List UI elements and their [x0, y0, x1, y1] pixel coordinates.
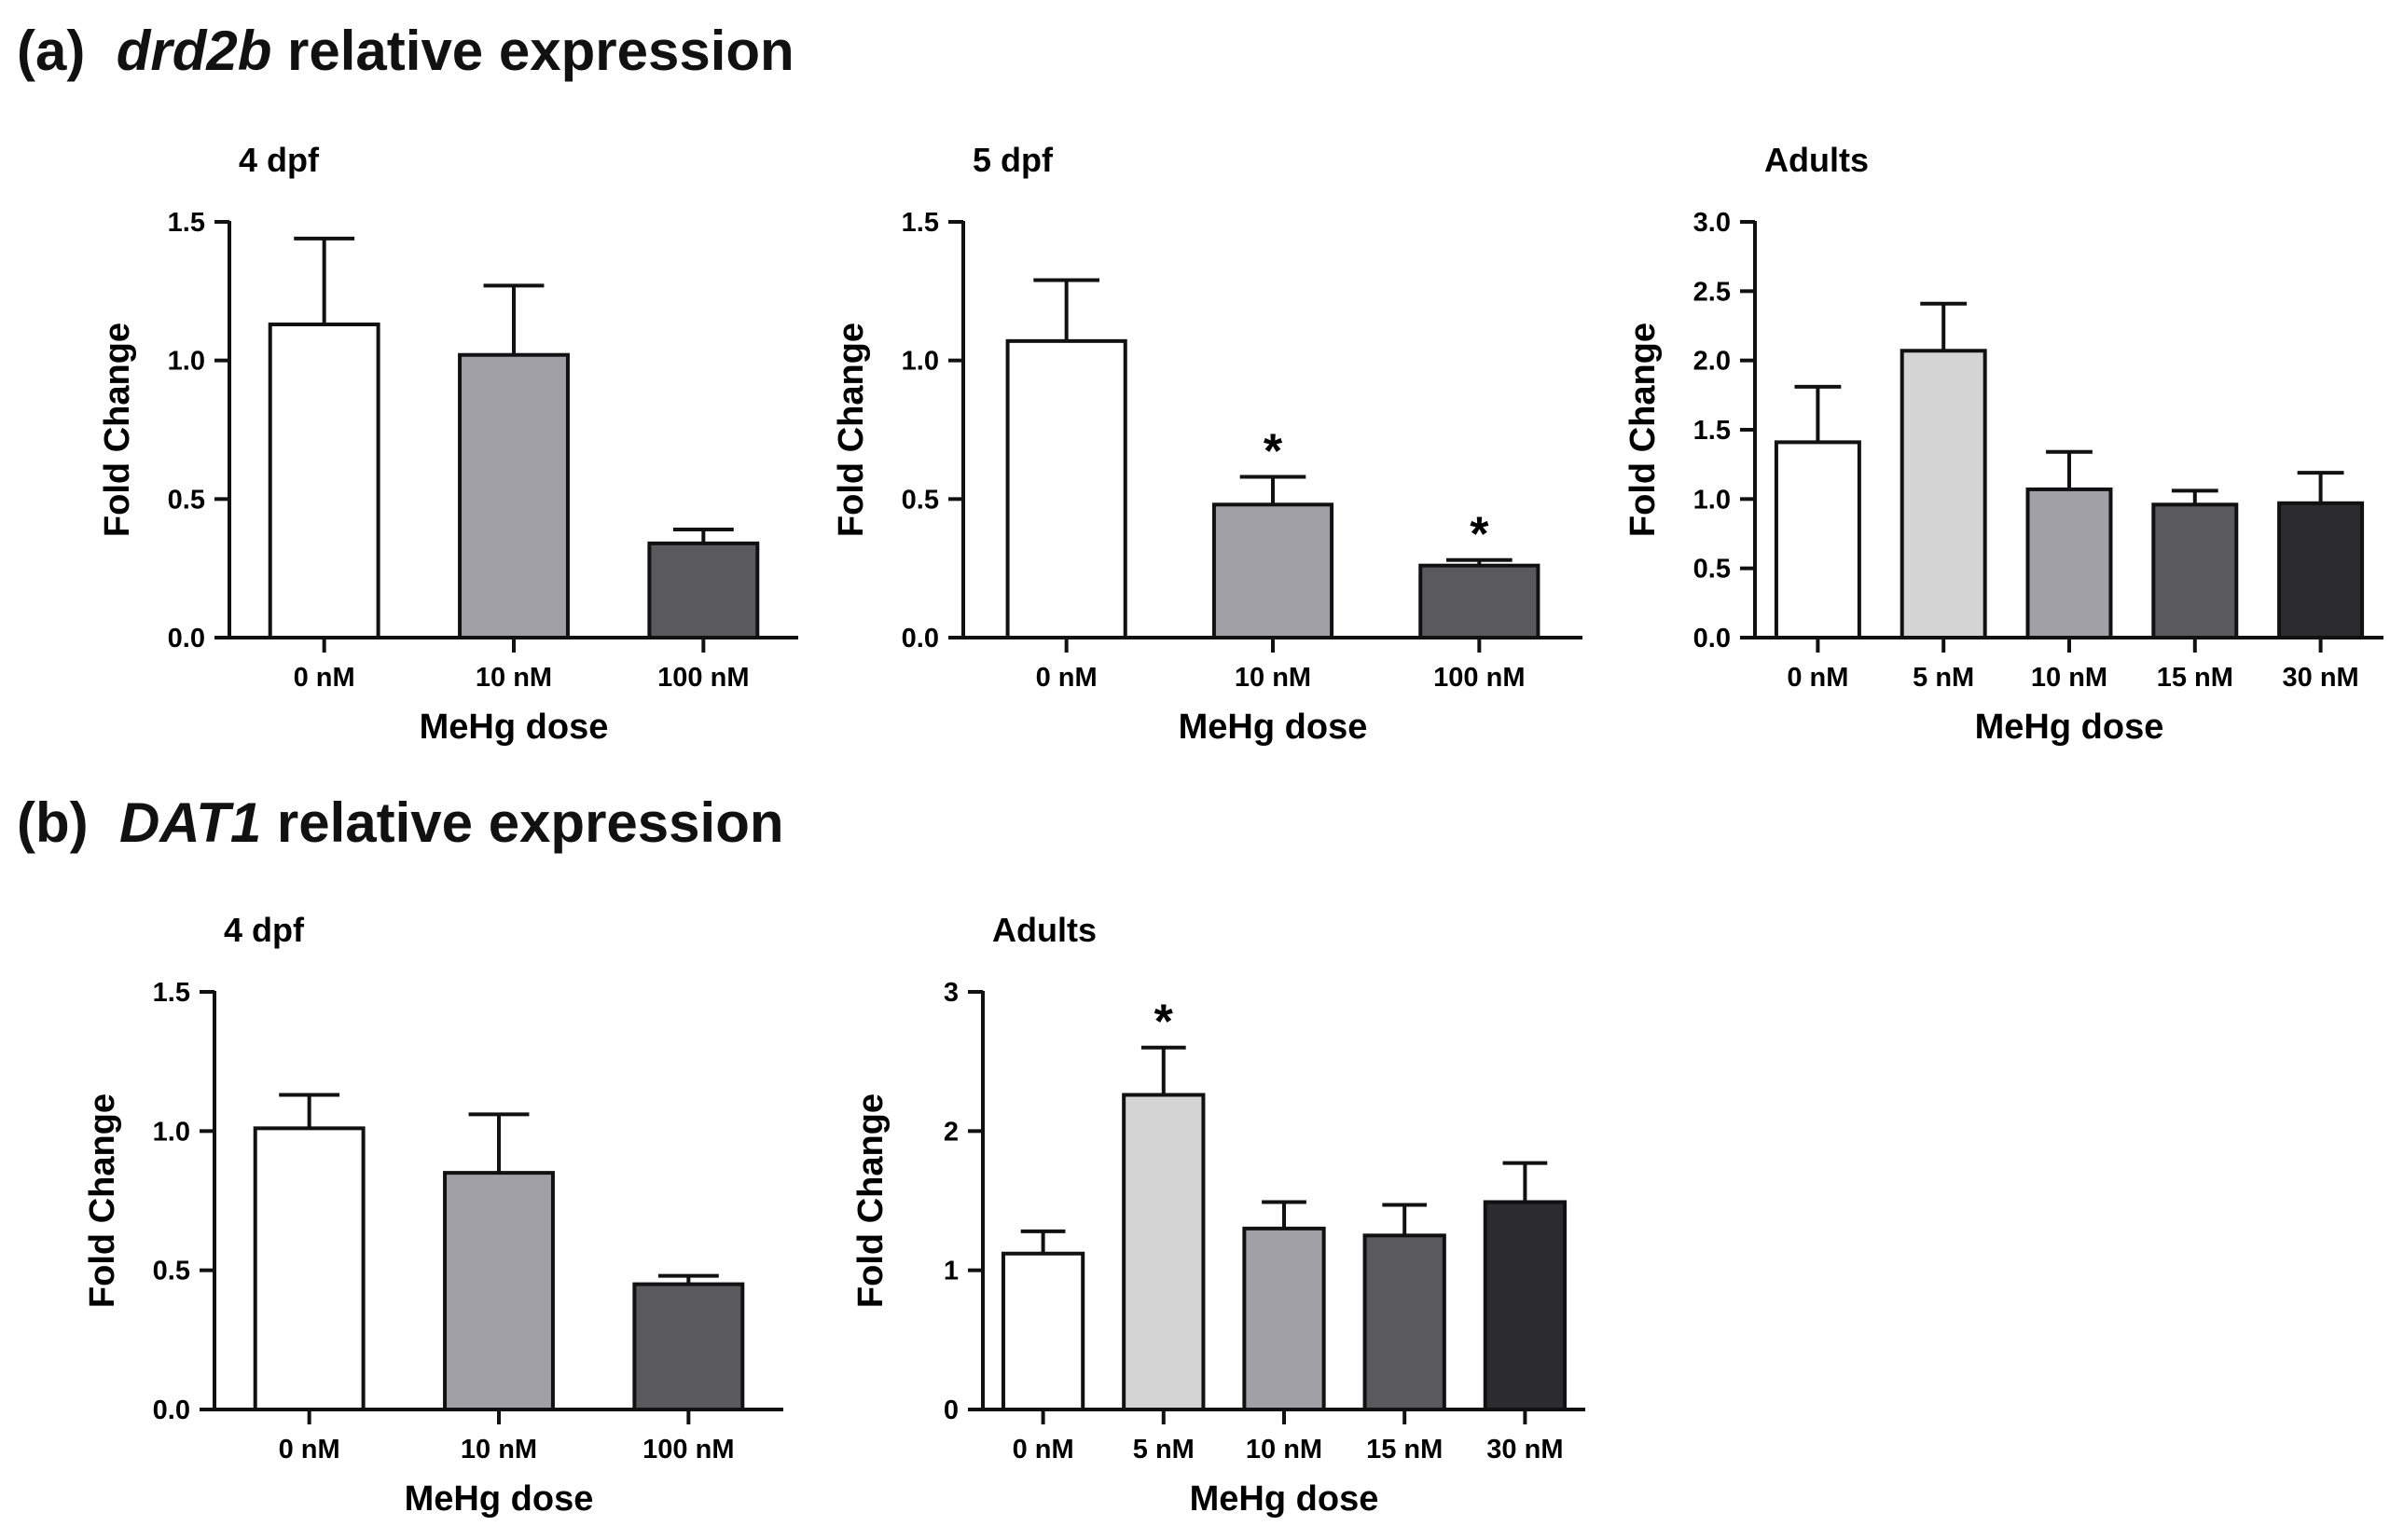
x-tick-label: 5 nM — [1133, 1435, 1195, 1464]
section-b-suffix: relative expression — [276, 791, 784, 854]
bar — [1483, 1200, 1568, 1411]
y-axis-label: Fold Change — [832, 323, 871, 537]
section-a-gene: drd2b — [116, 20, 272, 82]
y-tick-label: 1 — [944, 1257, 959, 1286]
chart-svg: 5 dpf 0.0 0.5 1.0 1.5 Fold Change 0 nM 10 nM * 10… — [832, 141, 1582, 747]
significance-star: * — [1264, 425, 1283, 479]
x-axis-label: MeHg dose — [420, 708, 609, 747]
x-tick-label: 15 nM — [2157, 663, 2233, 693]
chart-a-5dpf: 5 dpf 0.0 0.5 1.0 1.5 Fold Change 0 nM 10 nM * 10… — [0, 0, 1632, 774]
chart-b-adults: Adults 0 1 2 3 Fold Change 0 nM 5 nM * 10 nM 15 nM… — [851, 911, 1585, 1519]
y-tick-label: 1.5 — [1693, 416, 1731, 446]
bar — [253, 1126, 366, 1411]
x-axis-label: MeHg dose — [405, 1479, 594, 1519]
section-a-suffix: relative expression — [287, 20, 794, 82]
x-tick-label: 0 nM — [1036, 663, 1098, 693]
y-tick-label: 1.0 — [168, 347, 205, 377]
x-tick-label: 10 nM — [1235, 663, 1311, 693]
y-tick-label: 0.0 — [1693, 624, 1731, 653]
y-tick-label: 1.5 — [902, 208, 939, 238]
chart-svg: 4 dpf 0.0 0.5 1.0 1.5 Fold Change 0 nM 10 nM 100… — [83, 911, 783, 1519]
x-tick-label: 30 nM — [1486, 1435, 1563, 1464]
chart-svg: Adults 0 1 2 3 Fold Change 0 nM 5 nM * 10 nM 15 nM… — [851, 911, 1585, 1519]
x-tick-label: 10 nM — [476, 663, 552, 693]
x-tick-label: 15 nM — [1366, 1435, 1443, 1464]
y-axis-label: Fold Change — [851, 1093, 891, 1308]
bar — [1774, 440, 1861, 639]
bar — [2151, 502, 2239, 640]
y-tick-label: 0.0 — [902, 624, 939, 653]
x-tick-label: 10 nM — [461, 1435, 537, 1464]
chart-b-4dpf: 4 dpf 0.0 0.5 1.0 1.5 Fold Change 0 nM 10 nM 100… — [0, 0, 839, 1540]
x-tick-label: 10 nM — [2031, 663, 2107, 693]
y-tick-label: 0.0 — [168, 624, 205, 653]
section-b-label: (b) — [17, 791, 89, 854]
x-tick-label: 0 nM — [1013, 1435, 1074, 1464]
chart-svg: Adults 0.0 0.5 1.0 1.5 2.0 2.5 3.0 Fold Change 0 … — [1623, 141, 2383, 747]
y-tick-label: 0 — [944, 1396, 959, 1425]
section-a-label: (a) — [17, 20, 86, 82]
y-tick-label: 2.5 — [1693, 277, 1731, 307]
y-tick-label: 0.5 — [153, 1257, 190, 1286]
bar — [647, 541, 760, 640]
chart-title: Adults — [992, 911, 1097, 949]
chart-title: Adults — [1764, 141, 1869, 179]
x-tick-label: 5 nM — [1913, 663, 1974, 693]
x-tick-label: 0 nM — [294, 663, 355, 693]
y-tick-label: 0.5 — [1693, 555, 1731, 584]
x-tick-label: 10 nM — [1246, 1435, 1322, 1464]
x-tick-label: 30 nM — [2283, 663, 2359, 693]
y-tick-label: 0.5 — [168, 485, 205, 515]
chart-title: 5 dpf — [973, 141, 1054, 179]
section-b-title: (b) DAT1 relative expression — [17, 791, 784, 855]
section-a-title: (a) drd2b relative expression — [17, 19, 794, 83]
chart-a-4dpf: 4 dpf 0.0 0.5 1.0 1.5 Fold Change 0 nM 10 nM 100… — [0, 0, 839, 774]
y-axis-label: Fold Change — [83, 1093, 122, 1308]
bar — [2277, 501, 2365, 639]
bar — [1122, 1093, 1206, 1412]
bar — [1001, 1251, 1085, 1412]
bar — [268, 323, 380, 639]
y-tick-label: 1.0 — [153, 1117, 190, 1147]
chart-title: 4 dpf — [224, 911, 305, 949]
y-tick-label: 1.5 — [153, 978, 190, 1008]
y-tick-label: 0.5 — [902, 485, 939, 515]
bar — [1242, 1226, 1326, 1412]
y-tick-label: 1.0 — [902, 347, 939, 377]
section-b-gene: DAT1 — [118, 791, 262, 854]
y-tick-label: 1.0 — [1693, 485, 1731, 515]
y-axis-label: Fold Change — [1623, 323, 1663, 537]
chart-title: 4 dpf — [239, 141, 320, 179]
bar — [1362, 1233, 1446, 1412]
y-axis-label: Fold Change — [98, 323, 137, 537]
bar — [632, 1282, 745, 1411]
y-tick-label: 3.0 — [1693, 208, 1731, 238]
x-tick-label: 100 nM — [1433, 663, 1525, 693]
bar — [1900, 349, 1987, 639]
x-tick-label: 100 nM — [642, 1435, 734, 1464]
bar — [2025, 487, 2113, 640]
significance-star: * — [1470, 508, 1489, 562]
y-tick-label: 1.5 — [168, 208, 205, 238]
y-tick-label: 2.0 — [1693, 347, 1731, 377]
x-tick-label: 100 nM — [657, 663, 749, 693]
x-tick-label: 0 nM — [279, 1435, 340, 1464]
bar — [458, 352, 570, 639]
chart-svg: 4 dpf 0.0 0.5 1.0 1.5 Fold Change 0 nM 10 nM 100… — [98, 141, 798, 747]
x-axis-label: MeHg dose — [1975, 708, 2164, 747]
y-tick-label: 3 — [944, 978, 959, 1008]
x-tick-label: 0 nM — [1787, 663, 1848, 693]
y-tick-label: 2 — [944, 1117, 959, 1147]
y-tick-label: 0.0 — [153, 1396, 190, 1425]
bar — [1211, 502, 1334, 640]
x-axis-label: MeHg dose — [1190, 1479, 1379, 1519]
significance-star: * — [1154, 996, 1174, 1050]
chart-a-adults: Adults 0.0 0.5 1.0 1.5 2.0 2.5 3.0 Fold Change 0 … — [1623, 141, 2383, 747]
x-axis-label: MeHg dose — [1179, 708, 1368, 747]
bar — [1005, 338, 1127, 639]
